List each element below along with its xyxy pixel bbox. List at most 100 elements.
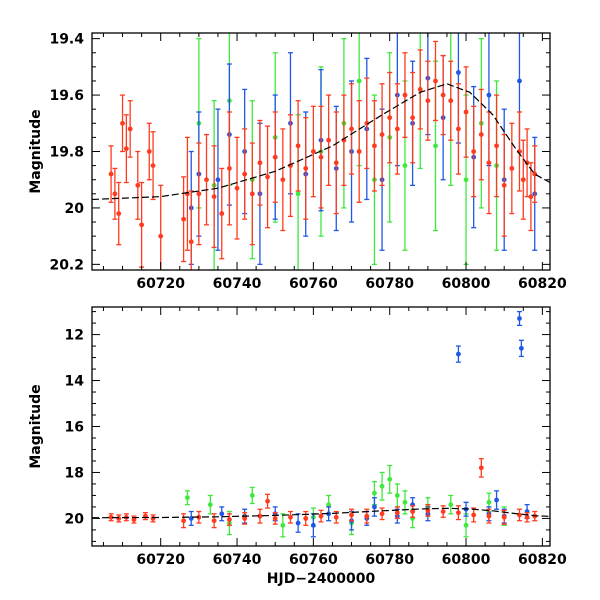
series-group	[184, 464, 507, 538]
model-curve	[92, 83, 550, 201]
data-point	[517, 78, 522, 84]
data-point	[139, 222, 145, 228]
y-tick-label: 20.2	[49, 257, 84, 273]
data-point	[318, 513, 324, 519]
data-point	[318, 154, 324, 160]
data-point	[478, 465, 484, 471]
data-point	[204, 177, 209, 183]
data-point	[185, 495, 190, 501]
data-point	[181, 518, 187, 524]
data-point	[456, 70, 461, 75]
series-group	[108, 458, 538, 529]
data-point	[265, 174, 270, 180]
data-point	[448, 98, 454, 104]
data-point	[364, 513, 370, 519]
data-point	[326, 502, 332, 508]
data-point	[410, 115, 415, 121]
data-point	[242, 516, 248, 521]
data-point	[219, 511, 225, 517]
y-tick-label: 19.6	[49, 88, 84, 104]
data-point	[456, 351, 461, 357]
data-point	[387, 115, 393, 121]
data-point	[116, 211, 122, 216]
data-point	[219, 211, 225, 216]
data-point	[150, 163, 156, 169]
data-point	[181, 216, 187, 222]
data-point	[123, 146, 129, 152]
data-point	[215, 177, 221, 183]
data-point	[295, 191, 301, 197]
data-point	[364, 120, 370, 126]
data-point	[303, 166, 309, 171]
y-tick-label: 12	[65, 328, 84, 344]
y-tick-label: 20	[65, 201, 85, 217]
data-point	[394, 493, 400, 498]
data-point	[242, 171, 248, 177]
bottom-panel: 60720 60740 60760 60780 60800 60820 12 14 16 18 20…	[28, 306, 567, 587]
data-point	[518, 345, 524, 351]
y-tick-label: 14	[65, 374, 85, 390]
series-group	[188, 33, 538, 266]
data-point	[463, 177, 469, 183]
data-point	[333, 514, 339, 520]
data-point	[349, 512, 354, 518]
plot-area	[92, 310, 550, 538]
data-point	[280, 522, 286, 528]
x-tick-label: 60780	[365, 276, 414, 292]
data-point	[501, 514, 507, 520]
data-point	[326, 137, 332, 143]
data-point	[234, 185, 240, 191]
data-point	[402, 163, 408, 169]
data-point	[494, 497, 499, 503]
data-point	[394, 126, 400, 132]
x-tick-label: 60760	[289, 552, 338, 568]
data-point	[356, 78, 362, 84]
data-point	[116, 516, 122, 521]
data-point	[196, 191, 202, 197]
x-tick-label: 60740	[213, 276, 262, 292]
data-point	[207, 502, 213, 508]
y-axis-label: Magnitude	[28, 384, 44, 468]
data-point	[127, 126, 133, 132]
data-point	[272, 516, 278, 521]
data-point	[333, 160, 339, 166]
data-point	[433, 78, 438, 84]
y-axis-label: Magnitude	[28, 109, 44, 193]
data-point	[448, 502, 454, 508]
data-point	[150, 516, 156, 521]
model-curve	[92, 507, 550, 519]
data-point	[303, 516, 309, 521]
data-point	[227, 166, 232, 171]
data-point	[372, 504, 377, 510]
data-point	[249, 191, 255, 197]
data-point	[471, 149, 477, 154]
data-point	[265, 498, 270, 504]
x-tick-label: 60800	[442, 276, 491, 292]
top-panel: 60720 60740 60760 60780 60800 60820 19.4 19.6 19…	[28, 32, 567, 292]
plot-area	[92, 33, 550, 270]
data-point	[456, 126, 461, 132]
x-axis-label: HJD−2400000	[267, 571, 376, 587]
data-point	[517, 316, 522, 321]
data-point	[440, 509, 446, 514]
data-point	[394, 510, 400, 516]
data-point	[486, 513, 492, 519]
y-tick-label: 16	[65, 420, 84, 436]
data-point	[211, 194, 217, 200]
data-point	[272, 154, 278, 160]
data-point	[295, 143, 301, 149]
data-point	[227, 517, 232, 522]
data-point	[524, 514, 530, 520]
data-point	[146, 149, 152, 154]
data-point	[349, 126, 354, 132]
data-point	[295, 520, 301, 526]
data-point	[372, 143, 377, 149]
data-point	[310, 149, 316, 154]
data-point	[280, 177, 286, 183]
data-point	[257, 513, 263, 519]
x-tick-label: 60780	[365, 552, 414, 568]
data-point	[494, 143, 499, 149]
data-point	[402, 499, 408, 505]
y-tick-label: 20	[65, 511, 85, 527]
data-point	[372, 490, 377, 496]
